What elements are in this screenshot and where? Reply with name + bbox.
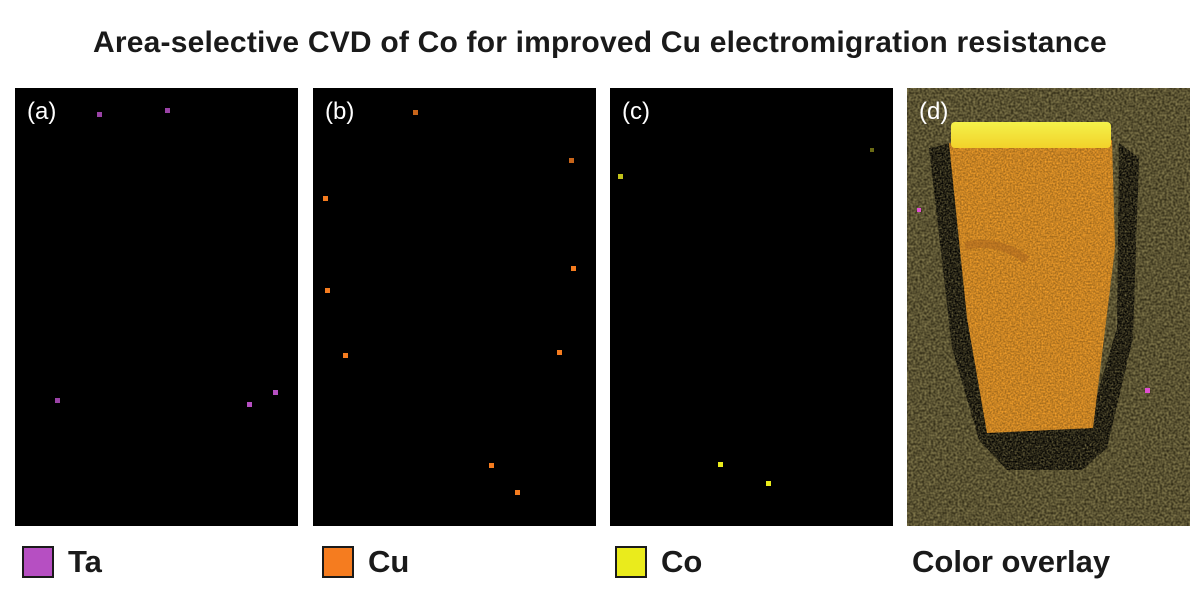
cu-map-image: [323, 110, 576, 495]
co-cap-layer: [650, 120, 820, 156]
co-swatch: [615, 546, 647, 578]
legend-label-co: Co: [661, 544, 703, 579]
legend-label-cu: Cu: [368, 544, 410, 579]
panel-a-ta-map: (a): [15, 88, 298, 526]
figure-title: Area-selective CVD of Co for improved Cu…: [93, 26, 1107, 59]
legend-label-ta: Ta: [68, 544, 102, 579]
cu-fill-shape: [353, 150, 525, 438]
legend-item-co: Co: [615, 544, 702, 580]
panel-c-co-map: (c): [610, 88, 893, 526]
ta-swatch: [22, 546, 54, 578]
ta-liner-shape: [43, 150, 255, 460]
legend-item-ta: Ta: [22, 544, 102, 580]
overlay-co-cap: [951, 122, 1111, 148]
panel-b-label: (b): [325, 98, 355, 125]
panel-b-cu-map: (b): [313, 88, 596, 526]
panel-d-overlay-map: (d): [907, 88, 1190, 526]
panel-c-label: (c): [622, 98, 650, 125]
cu-swatch: [322, 546, 354, 578]
co-map-image: [618, 120, 874, 486]
overlay-map-image: [907, 88, 1190, 526]
legend-item-overlay: Color overlay: [912, 544, 1110, 580]
panel-a-label: (a): [27, 98, 57, 125]
legend-label-overlay: Color overlay: [912, 544, 1111, 579]
panel-d-label: (d): [919, 98, 949, 125]
legend-item-cu: Cu: [322, 544, 409, 580]
ta-map-image: [43, 108, 278, 468]
